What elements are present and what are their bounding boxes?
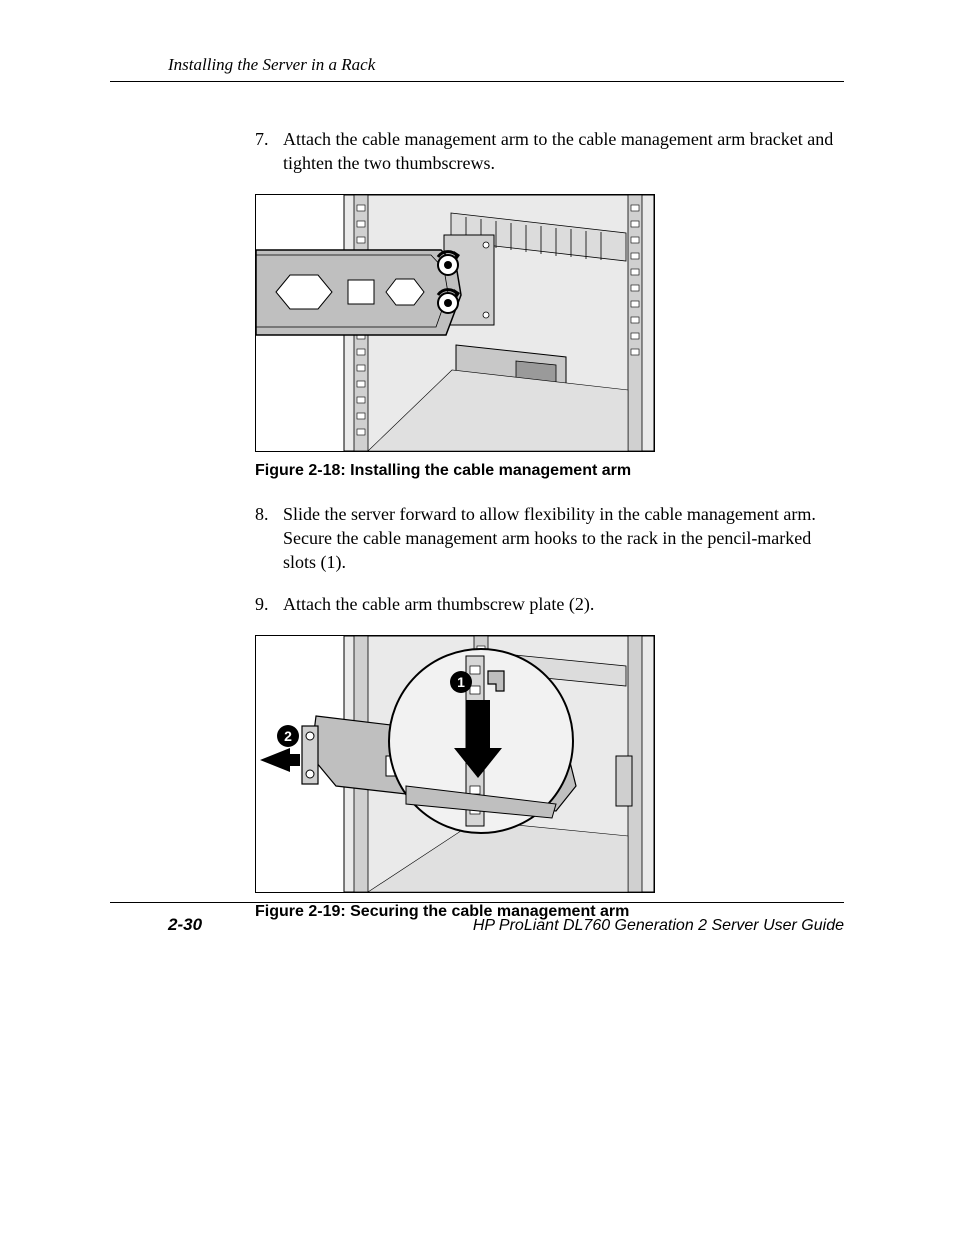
step-list-2: 8. Slide the server forward to allow fle…	[255, 502, 844, 617]
callout-1: 1	[450, 671, 472, 693]
figure-2-18-caption: Figure 2-18: Installing the cable manage…	[255, 462, 844, 480]
header-rule	[110, 81, 844, 82]
step-8: 8. Slide the server forward to allow fle…	[255, 502, 844, 575]
running-header: Installing the Server in a Rack	[168, 55, 844, 75]
figure-2-19: 1 2 Figure 2-19: Securing the cable mana…	[255, 635, 844, 921]
page-number: 2-30	[168, 915, 202, 935]
page-footer: 2-30 HP ProLiant DL760 Generation 2 Serv…	[110, 902, 844, 935]
step-number: 9.	[255, 592, 269, 616]
step-7: 7. Attach the cable management arm to th…	[255, 127, 844, 176]
figure-2-18: Figure 2-18: Installing the cable manage…	[255, 194, 844, 480]
thumbscrew-lower-icon	[438, 289, 460, 313]
svg-text:2: 2	[284, 728, 292, 744]
step-text: Attach the cable arm thumbscrew plate (2…	[283, 594, 594, 614]
svg-text:1: 1	[457, 674, 465, 690]
thumbscrew-upper-icon	[438, 251, 460, 275]
step-number: 7.	[255, 127, 269, 151]
footer-rule	[110, 902, 844, 903]
doc-title: HP ProLiant DL760 Generation 2 Server Us…	[473, 917, 844, 935]
figure-2-19-image: 1 2	[255, 635, 655, 893]
figure-2-18-image	[255, 194, 655, 452]
callout-2: 2	[277, 725, 299, 747]
step-list: 7. Attach the cable management arm to th…	[255, 127, 844, 176]
step-text: Attach the cable management arm to the c…	[283, 129, 833, 173]
step-9: 9. Attach the cable arm thumbscrew plate…	[255, 592, 844, 616]
thumbscrew-plate-icon	[302, 726, 318, 784]
step-text: Slide the server forward to allow flexib…	[283, 504, 816, 573]
step-number: 8.	[255, 502, 269, 526]
page: Installing the Server in a Rack 7. Attac…	[0, 0, 954, 1235]
page-body: 7. Attach the cable management arm to th…	[255, 127, 844, 921]
